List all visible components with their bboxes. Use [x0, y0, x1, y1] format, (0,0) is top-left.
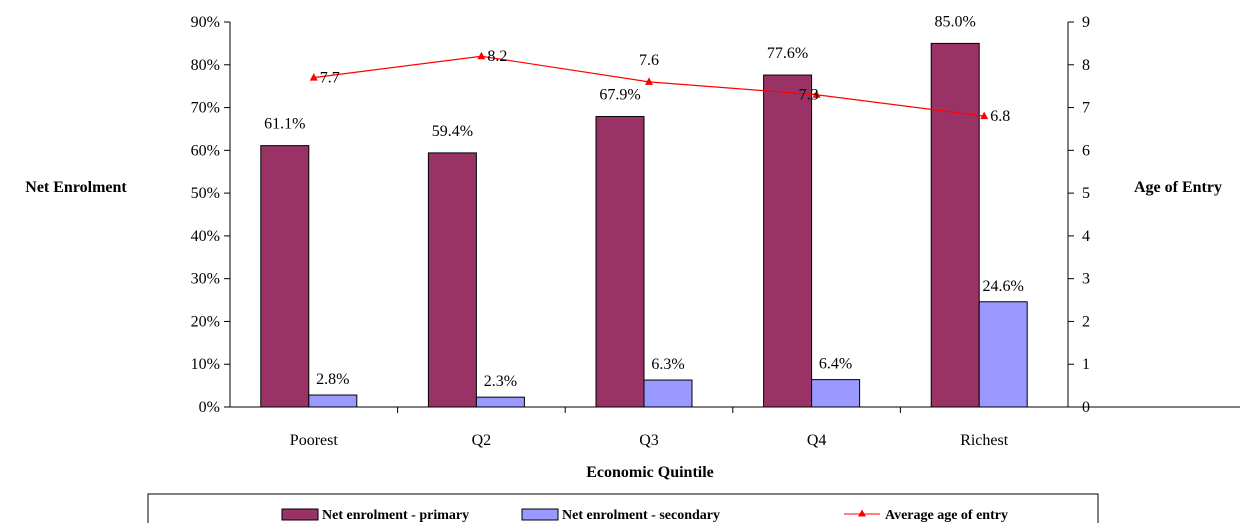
age-marker: [980, 111, 989, 120]
y2-axis-title: Age of Entry: [1134, 179, 1222, 196]
y-tick-label: 40%: [191, 228, 220, 245]
age-marker: [477, 51, 486, 60]
y-tick-label: 20%: [191, 313, 220, 330]
y-tick-label: 90%: [191, 14, 220, 31]
bar-secondary: [643, 379, 693, 408]
y-tick-label: 60%: [191, 142, 220, 159]
x-tick-label: Q4: [807, 432, 827, 449]
bar-primary: [260, 145, 310, 408]
bar-secondary: [978, 301, 1028, 408]
age-marker: [309, 73, 318, 81]
chart-data-labels: 61.1% 59.4% 67.9% 77.6% 85.0% 2.8% 2.3% 6.3% 6.4…: [264, 13, 1024, 390]
bar-secondary: [308, 394, 358, 408]
legend-label-secondary: Net enrolment - secondary: [562, 508, 720, 523]
data-label-age: 6.8: [990, 108, 1010, 125]
bar-primary: [595, 116, 645, 408]
data-label-primary: 61.1%: [264, 116, 305, 133]
y2-tick-label: 3: [1082, 271, 1090, 288]
bar-primary: [930, 42, 980, 408]
legend-swatch-primary: [281, 508, 319, 521]
y2-tick-label: 5: [1082, 185, 1090, 202]
data-label-age: 7.3: [799, 87, 819, 104]
y2-tick-label: 8: [1082, 57, 1090, 74]
x-tick-label: Q3: [639, 432, 659, 449]
data-label-primary: 67.9%: [599, 87, 640, 104]
age-marker: [812, 90, 821, 98]
chart-bars: [260, 42, 1028, 408]
data-label-secondary: 2.8%: [316, 371, 349, 388]
x-axis-title: Economic Quintile: [586, 464, 714, 481]
data-label-primary: 77.6%: [767, 45, 808, 62]
chart-line: [309, 51, 989, 120]
x-tick-label: Q2: [472, 432, 492, 449]
bar-primary: [763, 74, 813, 408]
age-marker: [645, 77, 653, 85]
bar-secondary: [475, 396, 525, 408]
bar-secondary: [811, 379, 861, 408]
data-label-primary: 59.4%: [432, 123, 473, 140]
y2-tick-label: 4: [1082, 228, 1090, 245]
y2-tick-label: 1: [1082, 356, 1090, 373]
data-label-primary: 85.0%: [935, 13, 976, 30]
legend-swatch-secondary: [521, 508, 559, 521]
y2-tick-label: 6: [1082, 142, 1090, 159]
legend-label-age: Average age of entry: [885, 508, 1008, 523]
y-tick-label: 10%: [191, 356, 220, 373]
bar-primary: [427, 152, 477, 408]
y2-tick-label: 9: [1082, 14, 1090, 31]
y2-tick-label: 7: [1082, 100, 1090, 117]
data-label-secondary: 2.3%: [484, 373, 517, 390]
legend-label-primary: Net enrolment - primary: [322, 508, 469, 523]
data-label-secondary: 6.3%: [651, 356, 684, 373]
x-tick-label: Poorest: [290, 432, 339, 449]
y-tick-label: 80%: [191, 57, 220, 74]
y-tick-label: 70%: [191, 100, 220, 117]
legend: Net enrolment - primary Net enrolment - …: [147, 493, 1099, 523]
data-label-age: 7.7: [320, 70, 340, 87]
y-tick-label: 30%: [191, 271, 220, 288]
y-tick-label: 50%: [191, 185, 220, 202]
data-label-secondary: 6.4%: [819, 356, 852, 373]
data-label-age: 8.2: [487, 48, 507, 65]
chart-axes: 0%10%20%30%40%50%60%70%80%90%0123456789P…: [191, 14, 1240, 449]
data-label-age: 7.6: [639, 52, 659, 69]
y-tick-label: 0%: [199, 399, 220, 416]
x-tick-label: Richest: [960, 432, 1009, 449]
legend-marker-age: [858, 509, 866, 517]
y2-tick-label: 2: [1082, 313, 1090, 330]
y-axis-title: Net Enrolment: [25, 179, 127, 196]
data-label-secondary: 24.6%: [983, 278, 1024, 295]
